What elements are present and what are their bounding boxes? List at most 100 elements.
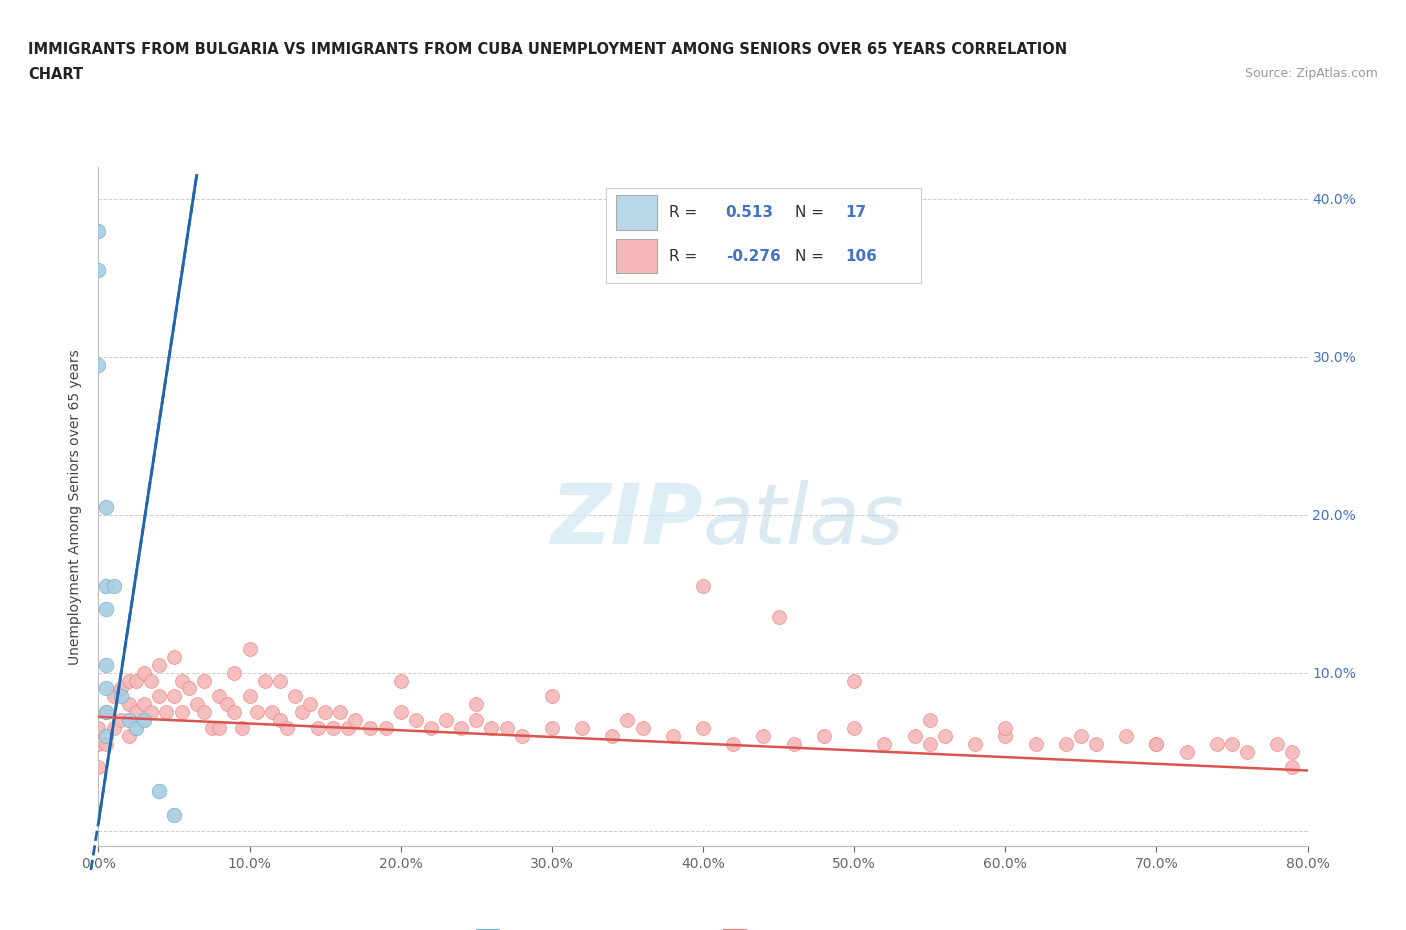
Point	[94, 705, 117, 720]
Point	[208, 689, 231, 704]
Point	[434, 712, 457, 727]
Point	[965, 737, 987, 751]
Point	[994, 728, 1017, 743]
Point	[215, 697, 238, 711]
Point	[752, 728, 775, 743]
Point	[450, 721, 472, 736]
Point	[132, 712, 155, 727]
Point	[201, 721, 224, 736]
Point	[1236, 744, 1258, 759]
Point	[329, 705, 352, 720]
Point	[1144, 737, 1167, 751]
Point	[246, 705, 269, 720]
Point	[148, 689, 170, 704]
Point	[239, 689, 262, 704]
Point	[87, 223, 110, 238]
Point	[118, 697, 141, 711]
Point	[208, 721, 231, 736]
Point	[904, 728, 927, 743]
Point	[94, 737, 117, 751]
FancyBboxPatch shape	[616, 239, 657, 273]
Point	[934, 728, 956, 743]
Y-axis label: Unemployment Among Seniors over 65 years: Unemployment Among Seniors over 65 years	[69, 349, 83, 665]
Point	[1267, 737, 1289, 751]
Point	[783, 737, 806, 751]
Point	[918, 737, 941, 751]
Point	[118, 712, 141, 727]
Point	[1144, 737, 1167, 751]
Point	[87, 262, 110, 277]
Point	[307, 721, 329, 736]
Point	[1175, 744, 1198, 759]
Point	[125, 673, 148, 688]
Point	[163, 807, 186, 822]
Point	[103, 578, 125, 593]
Point	[1085, 737, 1108, 751]
Text: N =: N =	[794, 205, 828, 220]
Point	[193, 673, 215, 688]
Point	[420, 721, 443, 736]
Point	[616, 712, 638, 727]
Point	[148, 658, 170, 672]
Point	[1070, 728, 1092, 743]
Point	[540, 689, 562, 704]
Point	[918, 712, 941, 727]
Point	[141, 705, 163, 720]
Point	[87, 737, 110, 751]
Text: IMMIGRANTS FROM BULGARIA VS IMMIGRANTS FROM CUBA UNEMPLOYMENT AMONG SENIORS OVER: IMMIGRANTS FROM BULGARIA VS IMMIGRANTS F…	[28, 42, 1067, 57]
Point	[94, 681, 117, 696]
Point	[239, 642, 262, 657]
Point	[540, 721, 562, 736]
Point	[94, 602, 117, 617]
Text: R =: R =	[669, 248, 702, 264]
Point	[336, 721, 359, 736]
Point	[291, 705, 314, 720]
Point	[631, 721, 654, 736]
Point	[231, 721, 253, 736]
Point	[253, 673, 276, 688]
Point	[768, 610, 790, 625]
Point	[186, 697, 208, 711]
Point	[344, 712, 367, 727]
Point	[662, 728, 685, 743]
Point	[94, 705, 117, 720]
Point	[269, 673, 291, 688]
Point	[262, 705, 284, 720]
Point	[155, 705, 177, 720]
Point	[571, 721, 593, 736]
Point	[193, 705, 215, 720]
Point	[87, 760, 110, 775]
Text: CHART: CHART	[28, 67, 83, 82]
Point	[224, 705, 246, 720]
Point	[465, 712, 488, 727]
Text: R =: R =	[669, 205, 702, 220]
Point	[276, 721, 298, 736]
Text: 17: 17	[845, 205, 866, 220]
Point	[94, 578, 117, 593]
Point	[510, 728, 533, 743]
Point	[389, 705, 412, 720]
Point	[224, 665, 246, 680]
Text: atlas: atlas	[703, 480, 904, 561]
Text: 0.513: 0.513	[725, 205, 773, 220]
Point	[118, 728, 141, 743]
Point	[465, 697, 488, 711]
Point	[179, 681, 201, 696]
Text: N =: N =	[794, 248, 828, 264]
Point	[118, 673, 141, 688]
Point	[994, 721, 1017, 736]
Point	[87, 721, 110, 736]
Point	[94, 728, 117, 743]
Point	[132, 697, 155, 711]
Point	[163, 689, 186, 704]
Point	[141, 673, 163, 688]
Point	[87, 357, 110, 372]
Text: ZIP: ZIP	[550, 480, 703, 561]
Point	[148, 784, 170, 799]
Point	[1206, 737, 1229, 751]
Point	[813, 728, 835, 743]
Point	[125, 721, 148, 736]
Point	[170, 705, 193, 720]
Point	[389, 673, 412, 688]
Point	[1054, 737, 1077, 751]
